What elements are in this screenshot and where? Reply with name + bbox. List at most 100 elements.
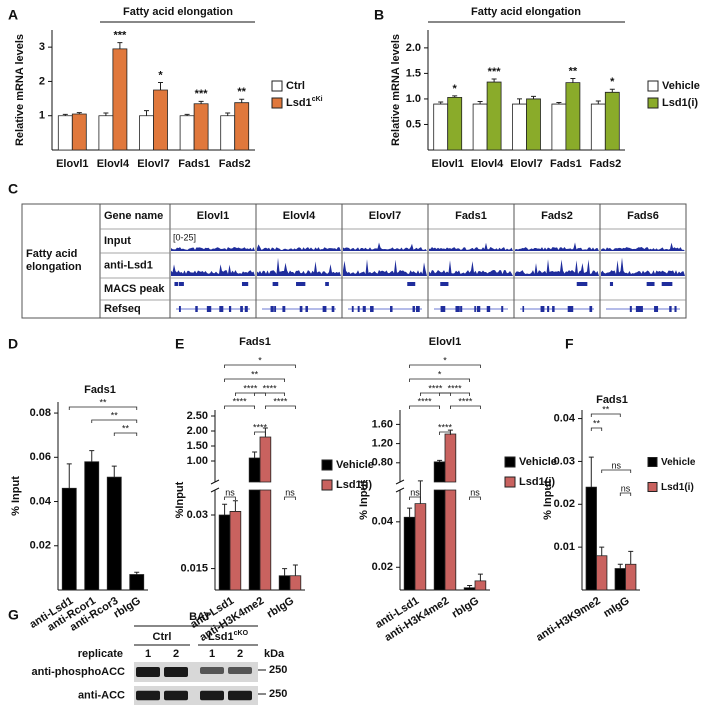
chart-title: Fatty acid elongation (123, 6, 233, 18)
exon (323, 306, 325, 312)
macs-peak (241, 282, 249, 286)
chart-title: Fatty acid elongation (471, 6, 581, 18)
unit-label: kDa (264, 648, 285, 660)
error-bar (158, 81, 163, 90)
error-bar (232, 500, 238, 512)
exon (221, 306, 224, 312)
legend-name: Vehicle (336, 459, 374, 471)
significance-bracket (439, 431, 451, 435)
bar (403, 516, 416, 591)
track-label: anti-Lsd1 (104, 259, 153, 271)
macs-peak (576, 282, 588, 286)
gene-label: Elovl7 (369, 210, 401, 222)
exon (208, 306, 212, 312)
blot-image (134, 686, 258, 705)
panel-letter: G (8, 607, 19, 623)
significance-bracket (265, 405, 296, 409)
axis-break (210, 487, 220, 493)
error-bar (531, 95, 536, 99)
error-bar (292, 564, 298, 576)
marker-label: 250 (269, 688, 287, 700)
input-signal (171, 247, 255, 251)
y-tick-label: 1.00 (187, 455, 208, 467)
bar (444, 433, 457, 591)
bar (106, 476, 122, 591)
significance-label: **** (458, 396, 473, 406)
bar (596, 555, 608, 591)
error-bar (103, 112, 109, 116)
chart-title: Fads1 (239, 336, 271, 348)
error-bar (225, 112, 231, 116)
macs-peak (325, 282, 329, 286)
significance-label: **** (243, 383, 258, 393)
significance-label: **** (273, 396, 288, 406)
error-bar (609, 88, 615, 93)
x-tick-label: Elovl4 (97, 158, 130, 170)
chart-title: Fads1 (596, 394, 628, 406)
input-signal (429, 242, 513, 251)
y-axis-label: Relative mRNA levels (14, 34, 26, 146)
exon (654, 306, 658, 312)
legend-name: Lsd1(i) (662, 97, 698, 109)
chart-title: Elovl1 (429, 336, 461, 348)
significance-bracket (450, 405, 481, 409)
significance-label: * (438, 369, 442, 379)
bar (604, 91, 620, 151)
group-label: Lsd1cKO (208, 630, 249, 643)
bar (472, 103, 488, 151)
exon (460, 306, 463, 312)
bar (112, 48, 128, 151)
error-bar (477, 100, 483, 105)
bar (57, 115, 73, 151)
gene-label: Fads6 (627, 210, 659, 222)
error-bar (239, 98, 245, 103)
legend-swatch (321, 479, 333, 491)
y-tick-label: 3 (39, 41, 45, 53)
replicate-number: 1 (209, 648, 215, 660)
exon (440, 306, 444, 312)
bar (614, 568, 626, 591)
y-tick-label: 1.60 (372, 418, 393, 430)
legend-name: Vehicle (661, 457, 696, 468)
legend-label: Vehicle (662, 80, 700, 92)
legend-label: Vehicle (661, 457, 696, 468)
exon (351, 306, 354, 312)
significance-label: ns (410, 487, 420, 497)
significance-bracket (439, 392, 470, 396)
x-tick-label: Elovl7 (510, 158, 542, 170)
blot-band (228, 667, 252, 674)
error-bar (556, 102, 562, 105)
significance-stars: * (610, 76, 615, 88)
panel-letter: F (565, 336, 574, 352)
gene-label: Fads1 (455, 210, 487, 222)
scale-label: [0-25] (173, 232, 196, 242)
significance-stars: * (158, 69, 163, 81)
legend-label: Lsd1(i) (662, 97, 698, 109)
legend-label: Lsd1(i) (336, 479, 372, 491)
legend-swatch (647, 97, 659, 109)
x-tick-label: Fads1 (178, 158, 210, 170)
exon (274, 306, 277, 312)
exon (323, 306, 327, 312)
axis-break (395, 487, 405, 493)
blot-band (200, 667, 224, 674)
input-signal (601, 242, 685, 251)
y-tick-label: 0.02 (372, 561, 393, 573)
y-tick-label: 0.80 (372, 457, 393, 469)
significance-bracket (224, 378, 285, 382)
error-bar (452, 95, 458, 98)
bar (590, 103, 606, 151)
bar (234, 102, 250, 151)
error-bar (66, 463, 72, 489)
y-tick-label: 0.04 (554, 412, 576, 424)
legend-name: Lsd1(i) (336, 479, 372, 491)
x-tick-label: rbIgG (265, 595, 296, 621)
error-bar (477, 573, 483, 581)
exon (501, 306, 504, 312)
legend-swatch (271, 80, 283, 92)
significance-label: * (258, 355, 262, 365)
significance-bracket (420, 392, 451, 396)
bar (585, 486, 597, 591)
